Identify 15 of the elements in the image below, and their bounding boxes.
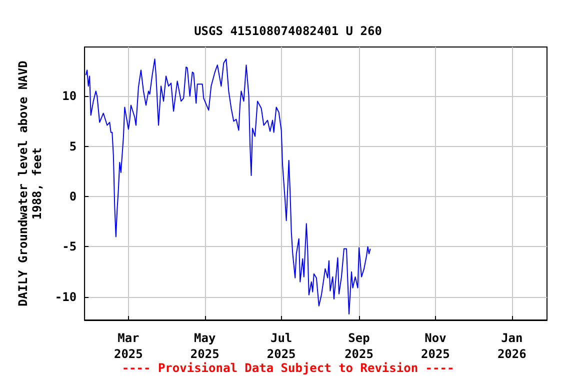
y-tick-label: 0 <box>69 190 77 204</box>
y-tick-label: 5 <box>69 139 77 154</box>
x-tick-label: Jan 2026 <box>497 331 526 361</box>
x-tick-label: May 2025 <box>190 331 220 361</box>
y-tick-label: -5 <box>62 240 77 254</box>
text: ---- Provisional Data Subject to Revision ---- <box>122 361 454 375</box>
x-tick-label: Jul 2025 <box>266 331 296 361</box>
y-tick-label: 10 <box>62 89 77 104</box>
x-tick-label: Sep 2025 <box>344 331 374 361</box>
x-tick-label: Nov 2025 <box>421 331 450 361</box>
line-series <box>85 58 371 314</box>
x-tick-label: Mar 2025 <box>114 331 143 361</box>
chart-title: USGS 415108074082401 U 260 <box>194 24 382 38</box>
y-tick-label: -10 <box>54 290 77 304</box>
y-axis-title: DAILY Groundwater level above NAVD 1988, feet <box>16 60 44 306</box>
